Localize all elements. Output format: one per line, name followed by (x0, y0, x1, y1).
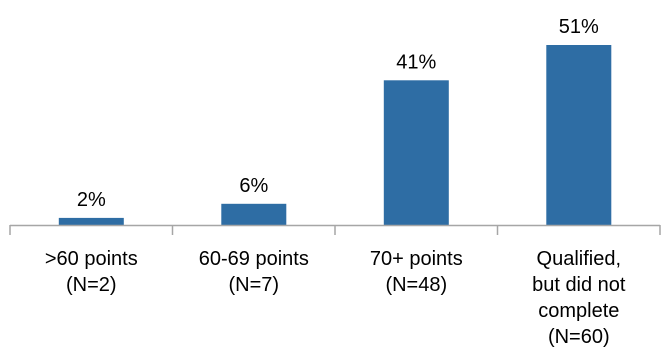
data-label-4: 51% (559, 16, 599, 38)
bars-group (58, 45, 612, 225)
category-label-3: 70+ points (N=48) (370, 248, 463, 296)
data-label-1: 2% (77, 189, 106, 211)
category-labels-group: >60 points (N=2) 60-69 points (N=7) 70+ poin… (45, 248, 626, 348)
x-axis-ticks (9, 225, 661, 235)
bar-2 (221, 203, 287, 225)
data-label-3: 41% (396, 51, 436, 73)
category-label-4: Qualified, but did not complete (N=60) (532, 248, 626, 348)
bar-1 (58, 217, 124, 225)
data-labels-group: 2% 6% 41% 51% (77, 16, 599, 211)
bar-4 (546, 45, 612, 225)
category-label-2: 60-69 points (N=7) (199, 248, 309, 296)
bar-3 (383, 80, 449, 225)
data-label-2: 6% (239, 175, 268, 197)
category-label-1: >60 points (N=2) (45, 248, 138, 296)
